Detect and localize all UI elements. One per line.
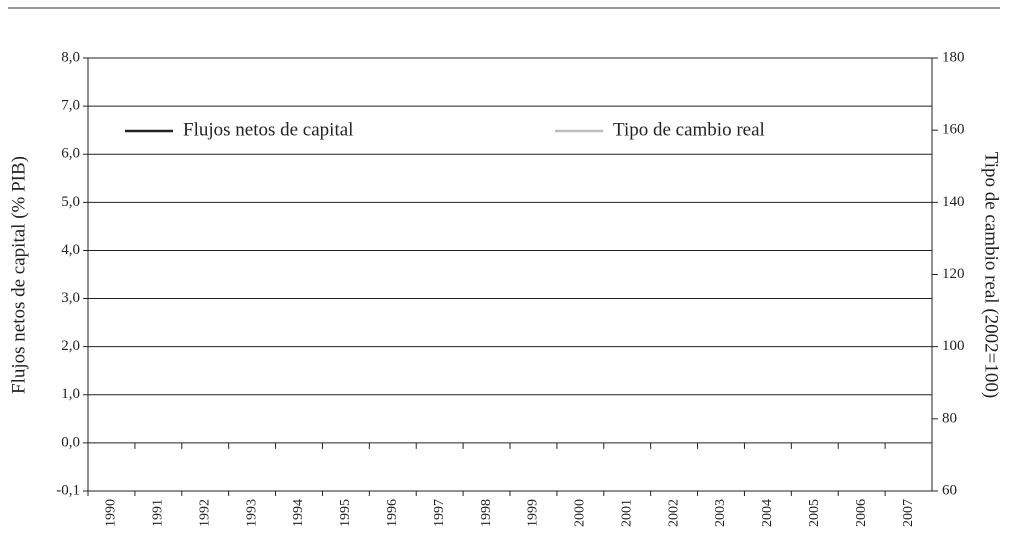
y-tick-label: 7,0 (61, 98, 80, 114)
x-tick-label: 2001 (619, 499, 634, 527)
x-tick-label: 2006 (854, 499, 869, 527)
y-axis-label: Flujos netos de capital (% PIB) (8, 156, 29, 394)
y2-tick-label: 180 (942, 49, 965, 65)
y-tick-label: 3,0 (61, 290, 80, 306)
x-tick-label: 1993 (244, 499, 259, 527)
y2-tick-label: 160 (942, 122, 965, 138)
y-tick-label: -0,1 (56, 482, 80, 498)
y-tick-label: 1,0 (61, 386, 80, 402)
x-tick-label: 2002 (666, 499, 681, 527)
y-tick-label: 5,0 (61, 194, 80, 210)
y2-tick-label: 100 (942, 338, 965, 354)
y-tick-label: 2,0 (61, 338, 80, 354)
x-tick-label: 1990 (104, 499, 119, 527)
x-tick-label: 1995 (338, 499, 353, 527)
y2-tick-label: 60 (942, 482, 957, 498)
legend-label: Tipo de cambio real (613, 119, 765, 140)
x-tick-label: 2007 (901, 499, 916, 527)
x-tick-label: 1991 (151, 499, 166, 527)
x-tick-label: 1997 (432, 499, 447, 527)
x-tick-label: 1992 (197, 499, 212, 527)
y2-tick-label: 80 (942, 410, 957, 426)
x-tick-label: 2005 (807, 499, 822, 527)
y2-tick-label: 140 (942, 194, 965, 210)
y2-axis-label: Tipo de cambio real (2002=100) (981, 152, 1002, 398)
y-tick-label: 8,0 (61, 49, 80, 65)
x-tick-label: 1994 (291, 499, 306, 527)
y-tick-label: 6,0 (61, 146, 80, 162)
x-tick-label: 2004 (760, 499, 775, 527)
x-tick-label: 1998 (479, 499, 494, 527)
y-tick-label: 4,0 (61, 242, 80, 258)
x-tick-label: 2003 (713, 499, 728, 527)
x-tick-label: 1996 (385, 499, 400, 527)
x-tick-label: 1999 (526, 499, 541, 527)
y-tick-label: 0,0 (61, 434, 80, 450)
legend-label: Flujos netos de capital (183, 119, 353, 140)
x-tick-label: 2000 (573, 499, 588, 527)
y2-tick-label: 120 (942, 266, 965, 282)
